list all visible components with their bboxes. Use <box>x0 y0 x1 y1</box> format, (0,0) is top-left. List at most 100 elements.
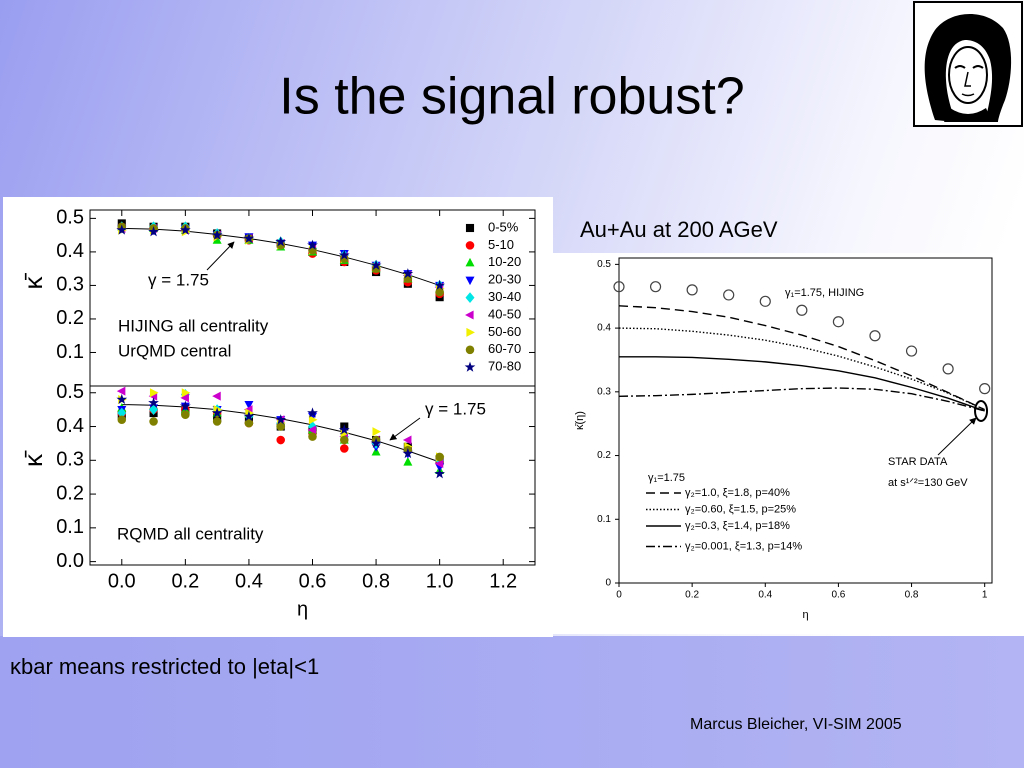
marker <box>116 224 128 235</box>
marker <box>402 268 414 279</box>
marker <box>905 345 918 357</box>
marker <box>275 414 287 425</box>
legend-title: γ₁=1.75 <box>648 472 685 484</box>
marker <box>308 432 317 441</box>
marker <box>116 386 126 396</box>
marker <box>244 418 254 428</box>
plot-frame <box>618 257 993 584</box>
x-tick-label: 0.8 <box>905 590 919 601</box>
marker <box>434 279 445 290</box>
marker <box>117 415 127 425</box>
marker <box>465 345 475 355</box>
x-tick-label: 0.6 <box>831 590 845 601</box>
curve <box>618 387 985 412</box>
y-axis-label: κ̄ <box>18 450 48 467</box>
marker <box>180 400 191 411</box>
marker <box>149 417 158 426</box>
marker <box>307 239 318 250</box>
x-tick-label: 1.0 <box>426 570 454 592</box>
marker <box>942 363 954 375</box>
annotation: STAR DATA <box>888 456 948 468</box>
series-label: γ₁=1.75, HIJING <box>785 287 864 299</box>
slide-title: Is the signal robust? <box>279 68 744 126</box>
fit-label: γ = 1.75 <box>425 399 486 418</box>
y-tick-label: 0 <box>605 578 611 589</box>
y-tick-label: 0.2 <box>56 307 84 329</box>
x-tick-label: 0.4 <box>758 590 772 601</box>
x-tick-label: 0.8 <box>362 570 390 592</box>
marker <box>465 257 475 267</box>
marker <box>211 407 223 418</box>
annotation: HIJING all centrality <box>118 316 269 335</box>
x-tick-label: 0.2 <box>171 570 199 592</box>
y-tick-label: 0.5 <box>56 381 84 403</box>
y-tick-label: 0.5 <box>56 207 84 229</box>
marker <box>402 447 414 459</box>
arrow <box>206 241 235 271</box>
marker <box>212 417 222 426</box>
marker <box>372 427 382 437</box>
marker <box>148 226 159 237</box>
y-tick-label: 0.1 <box>56 516 84 538</box>
star-data <box>974 399 989 422</box>
marker <box>434 468 445 479</box>
portrait <box>913 1 1023 127</box>
y-tick-label: 0.4 <box>597 323 611 334</box>
marker <box>307 407 318 418</box>
marker <box>613 281 625 293</box>
legend-label: 70-80 <box>488 359 521 374</box>
legend-label: γ₂=1.0, ξ=1.8, p=40% <box>685 487 790 499</box>
marker <box>180 393 189 403</box>
marker <box>465 276 475 286</box>
legend-label: 40-50 <box>488 306 521 321</box>
annotation: at s¹ᐟ²=130 GeV <box>888 477 968 489</box>
marker <box>465 292 475 303</box>
y-axis-label: κ̄ <box>18 273 48 290</box>
curve <box>618 327 985 411</box>
x-tick-label: 0.0 <box>108 570 136 592</box>
x-tick-label: 1 <box>982 590 988 601</box>
x-tick-label: 0 <box>616 590 622 601</box>
annotation: UrQMD central <box>118 341 231 360</box>
marker <box>759 295 771 307</box>
marker <box>402 435 412 445</box>
legend-label: 0-5% <box>488 219 519 234</box>
marker <box>275 236 287 247</box>
marker <box>979 383 991 395</box>
right-chart-bg <box>553 253 1021 634</box>
marker <box>212 391 221 401</box>
marker <box>723 289 735 301</box>
marker <box>307 425 317 435</box>
y-tick-label: 0.2 <box>597 450 611 461</box>
annotation: RQMD all centrality <box>117 524 264 543</box>
y-tick-label: 0.5 <box>597 259 611 270</box>
subtitle: Au+Au at 200 AGeV <box>580 217 778 242</box>
marker <box>465 241 475 250</box>
y-tick-label: 0.2 <box>56 482 84 504</box>
marker <box>869 330 881 342</box>
curve <box>618 305 985 411</box>
marker <box>276 435 285 445</box>
marker <box>117 407 127 419</box>
y-tick-label: 0.1 <box>56 341 84 363</box>
marker <box>276 422 285 431</box>
marker <box>244 400 254 410</box>
marker <box>465 310 474 320</box>
marker <box>181 410 190 419</box>
x-tick-label: 0.6 <box>299 570 327 592</box>
marker <box>116 393 128 405</box>
marker <box>370 259 382 270</box>
legend-label: γ₂=0.60, ξ=1.5, p=25% <box>685 503 796 515</box>
marker <box>796 304 808 316</box>
marker <box>340 444 349 453</box>
marker <box>832 316 845 328</box>
marker <box>370 437 382 448</box>
y-tick-label: 0.3 <box>56 449 84 471</box>
y-tick-label: 0.4 <box>56 415 84 437</box>
y-tick-label: 0.1 <box>597 514 611 525</box>
marker <box>211 229 223 240</box>
legend-label: 30-40 <box>488 289 521 304</box>
marker <box>465 223 475 233</box>
marker <box>403 457 413 466</box>
legend-label: 5-10 <box>488 237 514 252</box>
